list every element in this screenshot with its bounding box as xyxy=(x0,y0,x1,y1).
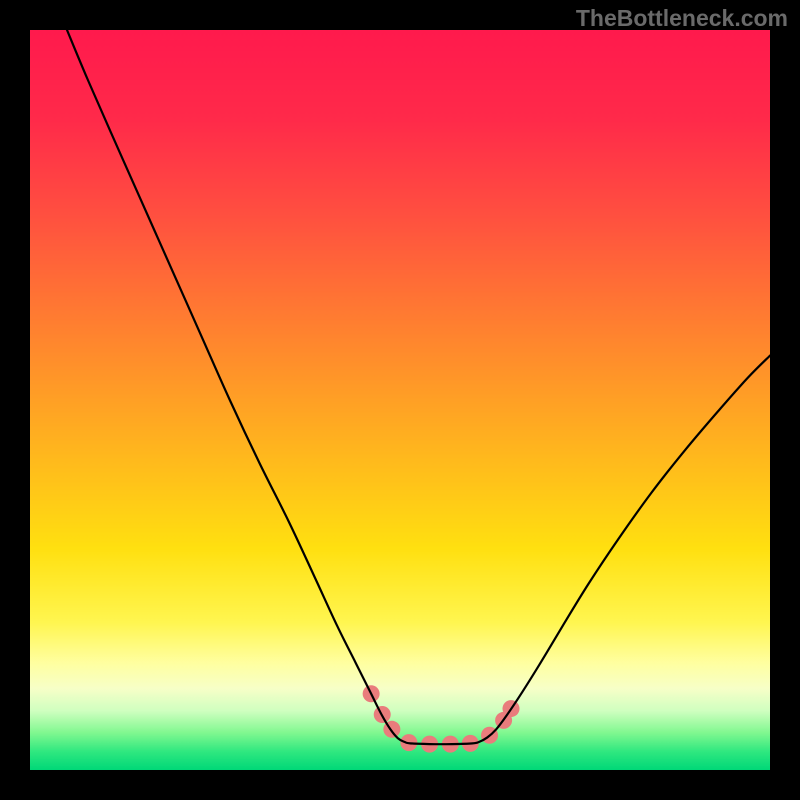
marker-group xyxy=(363,685,520,752)
chart-root: TheBottleneck.com xyxy=(0,0,800,800)
watermark-text: TheBottleneck.com xyxy=(576,5,788,32)
plot-area xyxy=(30,30,770,770)
bottleneck-curve xyxy=(67,30,770,744)
curve-layer xyxy=(30,30,770,770)
